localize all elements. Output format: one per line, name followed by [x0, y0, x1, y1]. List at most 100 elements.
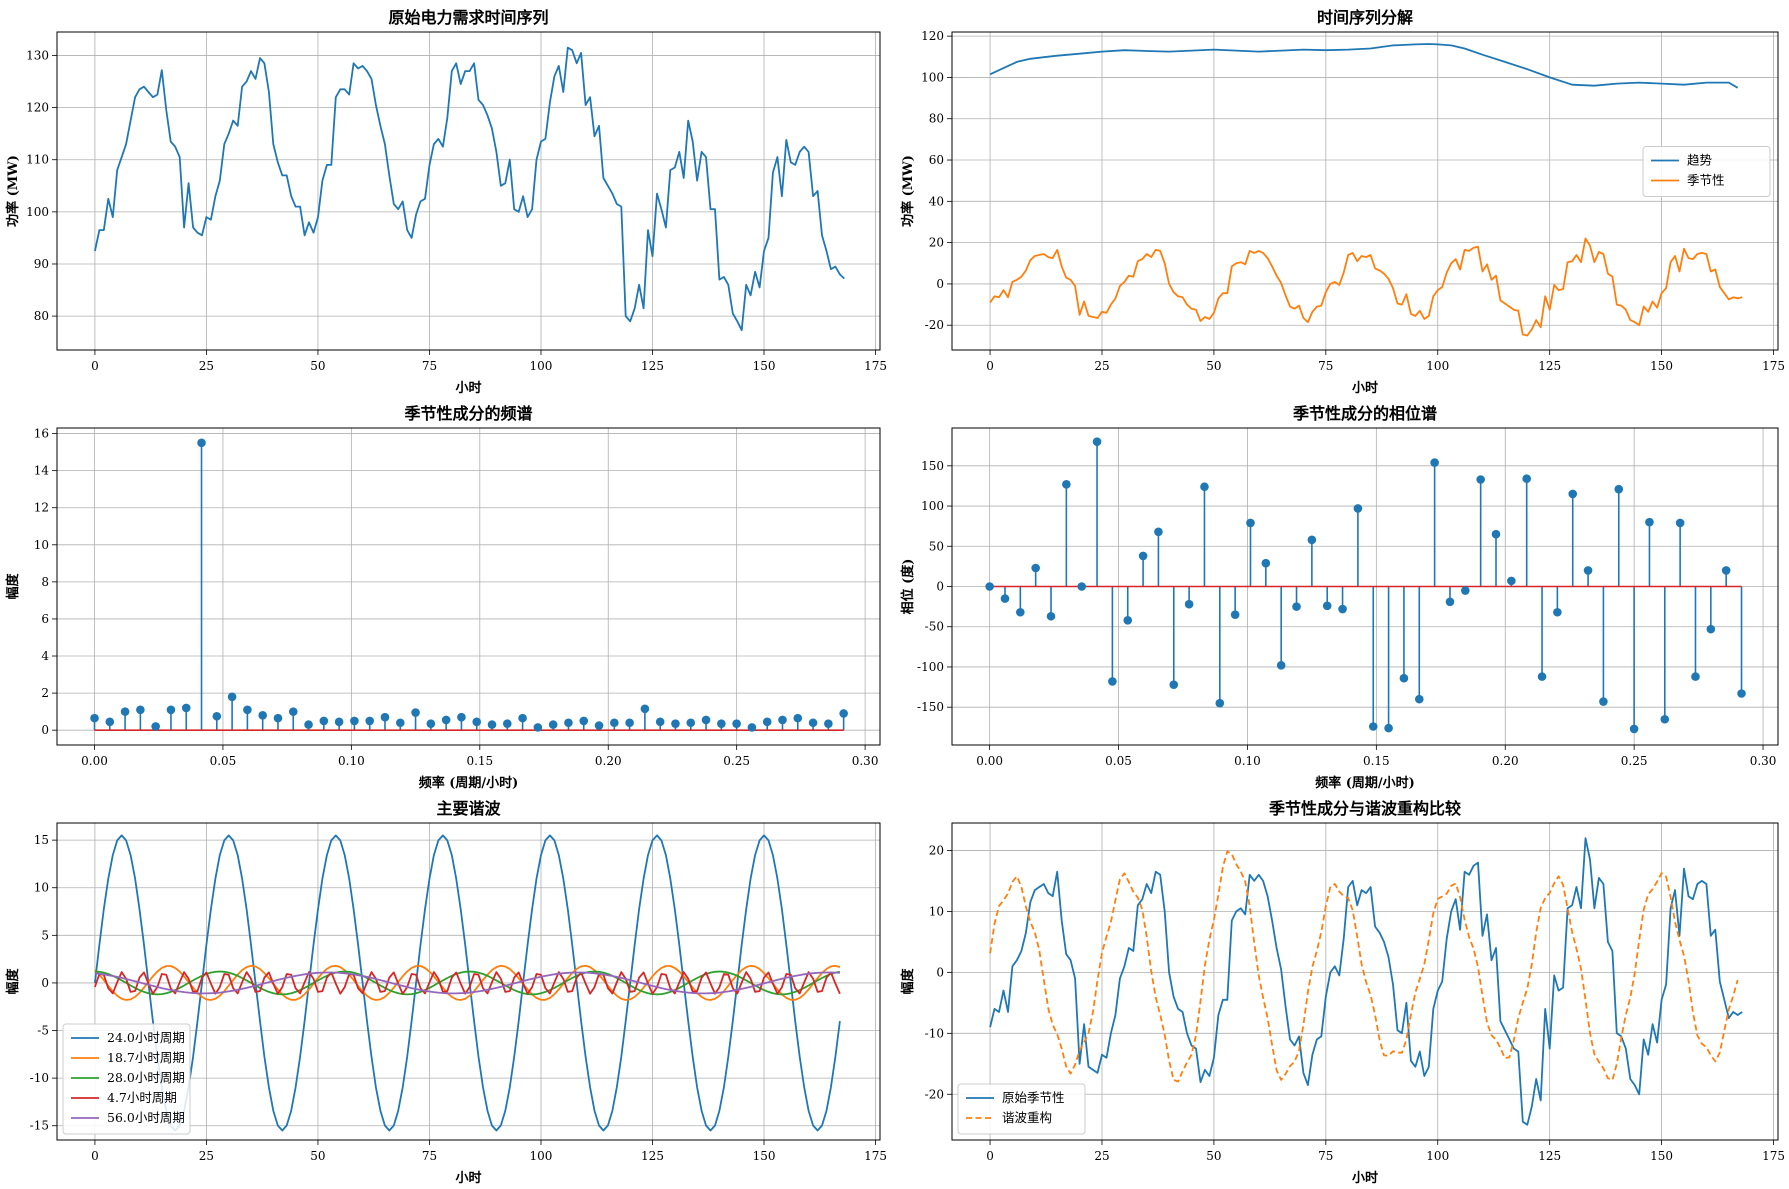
axes-frame — [951, 31, 1779, 351]
y-tick-label: 16 — [34, 427, 49, 441]
x-tick-label: 150 — [1650, 1149, 1673, 1163]
x-tick-label: 75 — [422, 1149, 437, 1163]
stem-marker — [243, 705, 252, 715]
stem-marker — [1430, 458, 1439, 467]
stem-marker — [1461, 586, 1470, 595]
stem-marker — [610, 718, 619, 728]
series-line-5 — [94, 971, 840, 995]
plot-area — [94, 46, 845, 332]
stem-marker — [1077, 582, 1087, 591]
y-tick-label: -5 — [37, 1024, 49, 1038]
stem-marker — [640, 704, 650, 714]
stem-marker — [1629, 724, 1639, 734]
y-tick-label: 0 — [936, 277, 944, 291]
stem-marker — [518, 713, 527, 723]
stem-marker — [1445, 597, 1455, 607]
y-tick-label: 20 — [929, 236, 944, 250]
stem-marker — [395, 718, 405, 728]
stem-marker — [1583, 566, 1593, 575]
legend-label: 季节性 — [1687, 172, 1725, 187]
plot-area — [985, 437, 1746, 734]
x-tick-label: 0.25 — [1621, 754, 1648, 768]
stem-marker — [1000, 594, 1010, 603]
chart-title: 时间序列分解 — [1317, 8, 1413, 27]
stem-marker — [441, 715, 451, 725]
stem-marker — [824, 719, 833, 728]
y-tick-label: 110 — [26, 153, 49, 167]
x-tick-label: 0 — [986, 1149, 994, 1163]
x-tick-label: 0 — [91, 1149, 99, 1163]
chart-panel-1: 0 25 50 75 100 125 150 175 80 90 100 110 120 130 原始电力需… — [5, 8, 887, 396]
stem-marker — [1568, 489, 1578, 499]
stem-marker — [1261, 558, 1271, 568]
y-tick-label: -10 — [925, 1026, 944, 1040]
stem-marker — [1384, 723, 1393, 733]
x-axis-label: 小时 — [455, 380, 481, 396]
y-tick-label: 50 — [929, 539, 944, 553]
stem-marker — [1706, 624, 1716, 634]
x-tick-label: 125 — [1538, 359, 1561, 373]
stem-marker — [380, 712, 390, 722]
stem-marker — [1507, 576, 1516, 586]
stem-marker — [625, 718, 634, 728]
x-tick-label: 0.15 — [466, 754, 493, 768]
legend-label: 24.0小时周期 — [107, 1030, 185, 1045]
y-tick-label: 80 — [34, 309, 49, 323]
stem-marker — [151, 722, 160, 731]
x-tick-label: 175 — [864, 359, 887, 373]
x-tick-label: 75 — [1318, 359, 1333, 373]
y-tick-label: 100 — [921, 499, 944, 513]
x-tick-label: 100 — [530, 1149, 553, 1163]
y-tick-label: -10 — [30, 1071, 49, 1085]
stem-marker — [502, 719, 512, 728]
y-tick-label: 8 — [41, 575, 49, 589]
y-axis-label: 功率 (MW) — [900, 155, 916, 227]
y-tick-label: 150 — [921, 459, 944, 473]
y-tick-label: 120 — [921, 29, 944, 43]
y-tick-label: -20 — [925, 1087, 944, 1101]
stem-marker — [1645, 517, 1654, 527]
stem-marker — [1721, 566, 1731, 575]
x-tick-label: 25 — [1094, 1149, 1109, 1163]
y-tick-label: 14 — [34, 464, 50, 478]
stem-marker — [1123, 615, 1133, 625]
y-tick-label: 10 — [929, 904, 944, 918]
y-axis-label: 相位 (度) — [900, 559, 916, 615]
x-tick-label: 150 — [753, 359, 776, 373]
x-tick-label: 25 — [1094, 359, 1109, 373]
series-line-1 — [94, 46, 845, 332]
stem-marker — [1016, 607, 1025, 617]
stem-marker — [1200, 482, 1209, 492]
chart-title: 季节性成分的频谱 — [403, 404, 532, 423]
x-tick-label: 25 — [199, 1149, 214, 1163]
stem-marker — [1675, 518, 1685, 528]
x-tick-label: 150 — [753, 1149, 776, 1163]
axes-frame — [951, 822, 1779, 1141]
series-line-3 — [94, 970, 841, 996]
stem-marker — [1599, 697, 1608, 706]
x-tick-label: 150 — [1650, 359, 1673, 373]
stem-marker — [487, 720, 497, 729]
stem-marker — [181, 703, 191, 713]
x-tick-label: 0.10 — [1234, 754, 1261, 768]
stem-marker — [197, 438, 206, 448]
plot-area — [989, 43, 1743, 337]
y-tick-label: 10 — [34, 881, 49, 895]
stem-marker — [90, 713, 99, 723]
stem-marker — [1108, 677, 1117, 686]
y-tick-label: 40 — [929, 194, 944, 208]
stem-marker — [808, 718, 818, 728]
stem-marker — [472, 717, 482, 727]
stem-marker — [533, 723, 543, 732]
y-tick-label: 60 — [929, 153, 944, 167]
x-tick-label: 0.00 — [81, 754, 108, 768]
stem-marker — [1292, 602, 1301, 611]
stem-marker — [548, 720, 558, 729]
stem-marker — [1230, 610, 1240, 619]
y-tick-label: 5 — [41, 928, 49, 942]
y-tick-label: -50 — [925, 620, 944, 634]
legend-label: 原始季节性 — [1002, 1090, 1065, 1105]
stem-marker — [701, 715, 711, 725]
y-tick-label: 0 — [936, 965, 944, 979]
stem-marker — [762, 717, 772, 727]
